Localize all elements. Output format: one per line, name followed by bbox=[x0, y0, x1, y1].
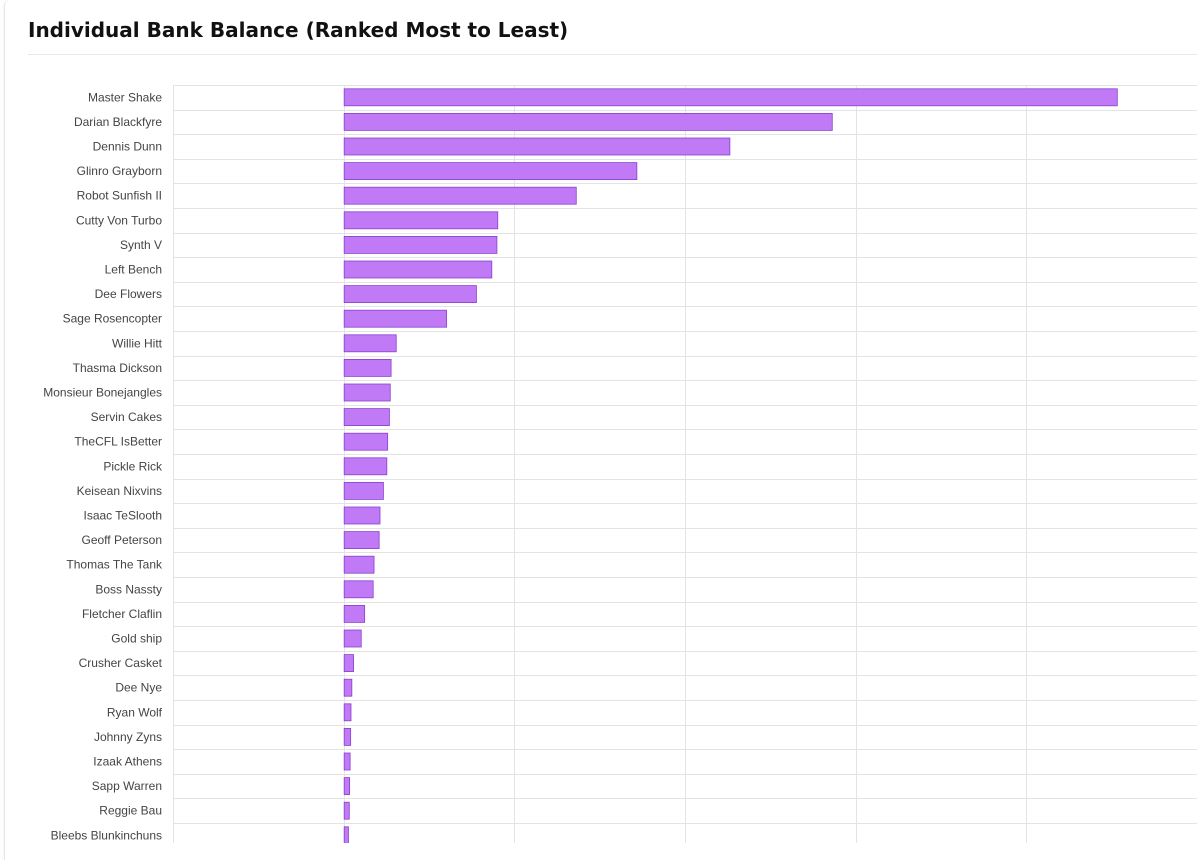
bar[interactable] bbox=[343, 801, 350, 820]
bar[interactable] bbox=[343, 728, 352, 746]
category-label: Johnny Zyns bbox=[94, 730, 162, 744]
bar[interactable] bbox=[343, 506, 381, 525]
category-label: Geoff Peterson bbox=[82, 533, 163, 547]
bar[interactable] bbox=[343, 605, 366, 623]
bar[interactable] bbox=[343, 826, 349, 843]
bar[interactable] bbox=[343, 383, 391, 402]
category-label: Dee Nye bbox=[115, 681, 162, 695]
bar[interactable] bbox=[343, 555, 375, 574]
category-label: Dennis Dunn bbox=[93, 140, 162, 154]
category-label: Darian Blackfyre bbox=[74, 115, 162, 129]
category-label: Isaac TeSlooth bbox=[84, 509, 163, 523]
bar[interactable] bbox=[343, 211, 499, 230]
category-label: Fletcher Claflin bbox=[82, 607, 162, 621]
bar[interactable] bbox=[343, 703, 352, 722]
category-label: Cutty Von Turbo bbox=[76, 213, 162, 227]
bar[interactable] bbox=[343, 408, 390, 427]
category-label: Dee Flowers bbox=[95, 287, 162, 301]
category-label: Willie Hitt bbox=[112, 336, 163, 350]
bar[interactable] bbox=[343, 629, 362, 648]
bar[interactable] bbox=[343, 654, 354, 672]
category-label: Thomas The Tank bbox=[66, 558, 163, 572]
bar[interactable] bbox=[343, 531, 380, 549]
bar[interactable] bbox=[343, 186, 577, 205]
category-label: TheCFL IsBetter bbox=[74, 435, 162, 449]
bar-layer bbox=[343, 88, 1118, 843]
category-label: Synth V bbox=[120, 238, 162, 252]
category-label-layer: Master Shake Darian Blackfyre Dennis Dunn G… bbox=[43, 90, 163, 842]
category-label: Thasma Dickson bbox=[73, 361, 162, 375]
bar[interactable] bbox=[343, 334, 397, 353]
category-label: Gold ship bbox=[111, 632, 162, 646]
bar[interactable] bbox=[343, 113, 833, 131]
category-label: Boss Nassty bbox=[95, 582, 162, 596]
grid-layer bbox=[173, 85, 1197, 843]
category-label: Sapp Warren bbox=[92, 779, 162, 793]
category-label: Monsieur Bonejangles bbox=[43, 386, 162, 400]
category-label: Glinro Grayborn bbox=[77, 164, 162, 178]
category-label: Bleebs Blunkinchuns bbox=[51, 828, 162, 842]
category-label: Servin Cakes bbox=[91, 410, 162, 424]
bar[interactable] bbox=[343, 777, 351, 795]
chart-title: Individual Bank Balance (Ranked Most to … bbox=[28, 18, 569, 42]
bar[interactable] bbox=[343, 432, 389, 451]
bar[interactable] bbox=[343, 88, 1118, 107]
bar[interactable] bbox=[343, 235, 498, 254]
category-label: Ryan Wolf bbox=[107, 705, 163, 719]
bar[interactable] bbox=[343, 260, 493, 279]
title-divider bbox=[28, 54, 1197, 55]
category-label: Reggie Bau bbox=[99, 804, 162, 818]
category-label: Robot Sunfish II bbox=[77, 189, 162, 203]
category-label: Crusher Casket bbox=[79, 656, 163, 670]
bar[interactable] bbox=[343, 678, 353, 697]
category-label: Left Bench bbox=[105, 263, 162, 277]
category-label: Keisean Nixvins bbox=[77, 484, 162, 498]
category-label: Master Shake bbox=[88, 90, 162, 104]
bar[interactable] bbox=[343, 752, 351, 771]
bar[interactable] bbox=[343, 358, 392, 377]
bar[interactable] bbox=[343, 457, 388, 476]
bar[interactable] bbox=[343, 285, 477, 304]
bar[interactable] bbox=[343, 580, 374, 599]
category-label: Pickle Rick bbox=[103, 459, 163, 473]
bar[interactable] bbox=[343, 162, 638, 181]
bar[interactable] bbox=[343, 481, 384, 500]
category-label: Izaak Athens bbox=[93, 755, 162, 769]
bar[interactable] bbox=[343, 309, 447, 328]
bar[interactable] bbox=[343, 137, 731, 156]
category-label: Sage Rosencopter bbox=[63, 312, 162, 326]
